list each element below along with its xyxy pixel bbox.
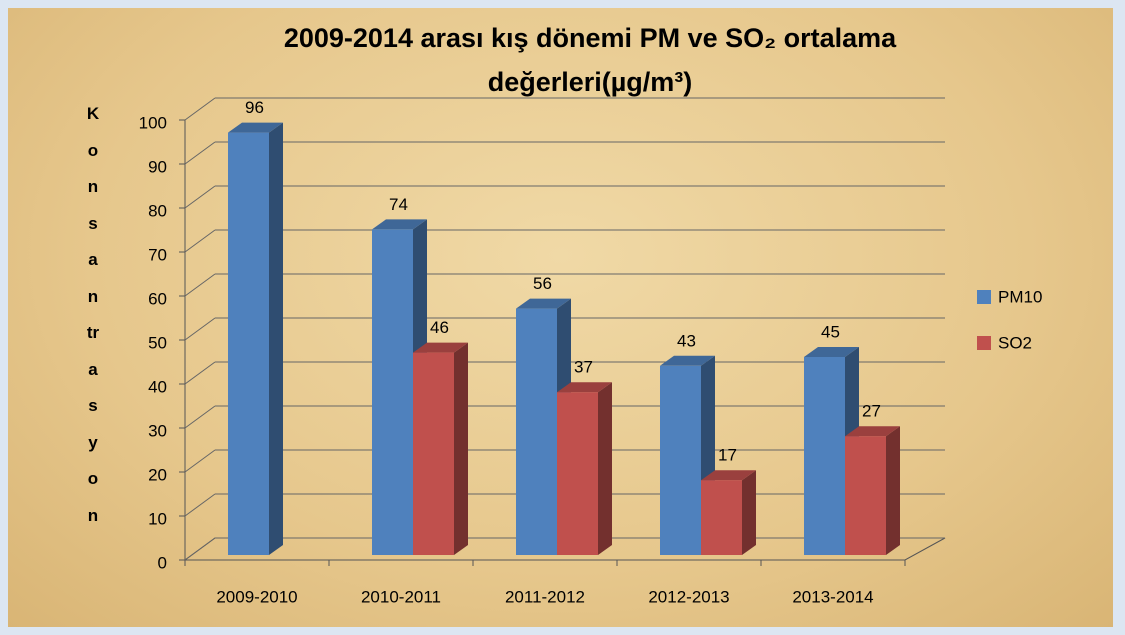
grid-line [184,185,216,209]
bar-side [454,342,468,555]
y-axis-label: Konsantrasyon [86,104,100,525]
y-tick-label: 30 [148,421,167,440]
y-tick-label: 20 [148,465,167,484]
grid-line [184,273,216,297]
legend-swatch [977,290,991,304]
grid-line [184,97,216,121]
y-tick-label: 70 [148,245,167,264]
bar-side [886,426,900,555]
legend-label: SO2 [998,333,1032,352]
bar-top [228,122,283,133]
bar [516,308,557,555]
y-tick-label: 80 [148,201,167,220]
y-tick-label: 90 [148,157,167,176]
bar [804,357,845,555]
grid-line [184,405,216,429]
grid-line [184,229,216,253]
data-label: 27 [862,402,881,421]
data-label: 96 [245,98,264,117]
legend-label: PM10 [998,287,1042,306]
y-tick-label: 60 [148,289,167,308]
x-tick-label: 2013-2014 [792,587,873,606]
bar-top [701,470,756,481]
bar [372,229,413,555]
y-tick-label: 100 [139,113,167,132]
bar-top [660,355,715,366]
bar-top [845,426,900,437]
x-tick-label: 2012-2013 [648,587,729,606]
bar-top [804,347,859,357]
y-tick-label: 0 [158,553,167,572]
y-tick-label: 40 [148,377,167,396]
bar-side [742,470,756,555]
data-label: 56 [533,274,552,293]
y-tick-label: 10 [148,509,167,528]
bar [413,352,454,555]
data-label: 17 [718,446,737,465]
grid-line [184,449,216,473]
bar [228,132,269,555]
bar-side [269,122,283,555]
bar-top [413,342,468,353]
bar [557,392,598,555]
grid-line [184,493,216,517]
grid-line [184,317,216,341]
bar [701,480,742,555]
y-tick-label: 50 [148,333,167,352]
chart-title: 2009-2014 arası kış dönemi PM ve SO₂ ort… [283,23,897,97]
bar [660,365,701,555]
x-tick-label: 2011-2012 [505,587,585,606]
bar-top [557,382,612,393]
bar [845,436,886,555]
bar-top [372,219,427,230]
bar-side [598,382,612,555]
legend-swatch [977,336,991,350]
data-label: 46 [430,318,449,337]
data-label: 74 [389,195,408,214]
grid-line [184,141,216,165]
data-label: 43 [677,331,696,350]
x-tick-label: 2010-2011 [361,587,441,606]
x-tick-label: 2009-2010 [216,587,297,606]
data-label: 37 [574,358,593,377]
grid-line [184,361,216,385]
data-label: 45 [821,322,840,341]
grid-line [184,537,216,561]
bar-top [516,298,571,309]
